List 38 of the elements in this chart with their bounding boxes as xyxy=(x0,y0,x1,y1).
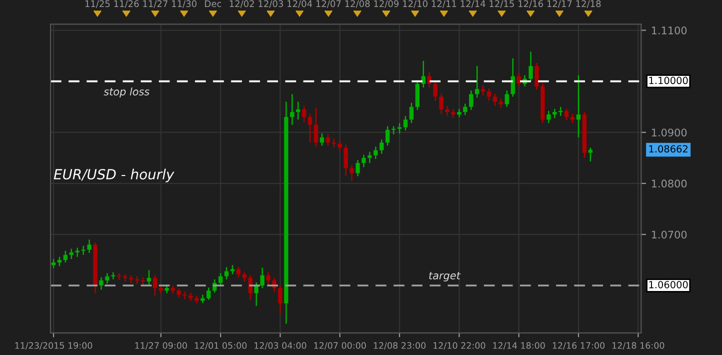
x-tick-label: 12/14 18:00 xyxy=(493,342,545,350)
text: 12/18 xyxy=(576,0,601,8)
text: 12/17 xyxy=(547,0,572,8)
text: 12/14 xyxy=(460,0,486,8)
text: 12/09 xyxy=(374,0,399,8)
text: 1.06000 xyxy=(649,280,688,288)
text: 11/25 xyxy=(85,0,110,8)
text: 1.10000 xyxy=(649,76,688,84)
text: 11/30 xyxy=(172,0,196,8)
text: 1.08662 xyxy=(649,145,688,153)
text: 11/26 xyxy=(114,0,139,8)
ref-line-label: target xyxy=(429,272,461,282)
text: EUR/USD - hourly xyxy=(54,168,174,182)
x-tick-label: 11/23/2015 19:00 xyxy=(15,342,92,350)
text: 12/15 xyxy=(490,0,514,8)
text: 12/07 xyxy=(316,0,341,8)
text: 12/10 xyxy=(403,0,428,8)
x-tick-label: 12/18 16:00 xyxy=(612,342,664,350)
text: 12/04 xyxy=(288,0,312,8)
x-tick-label: 12/08 23:00 xyxy=(374,342,426,350)
text: 11/27 xyxy=(143,0,168,8)
x-tick-label: 12/16 17:00 xyxy=(552,342,605,350)
y-tick-label: 1.0900 xyxy=(652,128,687,136)
x-tick-label: 12/03 04:00 xyxy=(254,342,306,350)
text: 12/03 xyxy=(258,0,283,8)
x-tick-label: 11/27 09:00 xyxy=(135,342,187,350)
x-tick-label: 12/10 22:00 xyxy=(434,342,486,350)
y-tick-label: 1.0800 xyxy=(652,180,687,188)
ref-line-label: stop loss xyxy=(104,87,150,98)
text: 12/11 xyxy=(432,0,456,8)
x-tick-label: 12/07 00:00 xyxy=(314,342,366,350)
y-tick-label: 1.1100 xyxy=(652,26,687,34)
y-tick-label: 1.0700 xyxy=(652,230,687,239)
text: 12/02 xyxy=(230,0,254,8)
x-tick-label: 12/01 05:00 xyxy=(194,342,247,350)
text: 12/08 xyxy=(345,0,370,8)
text: 12/16 xyxy=(518,0,544,8)
text: Dec xyxy=(205,0,222,8)
